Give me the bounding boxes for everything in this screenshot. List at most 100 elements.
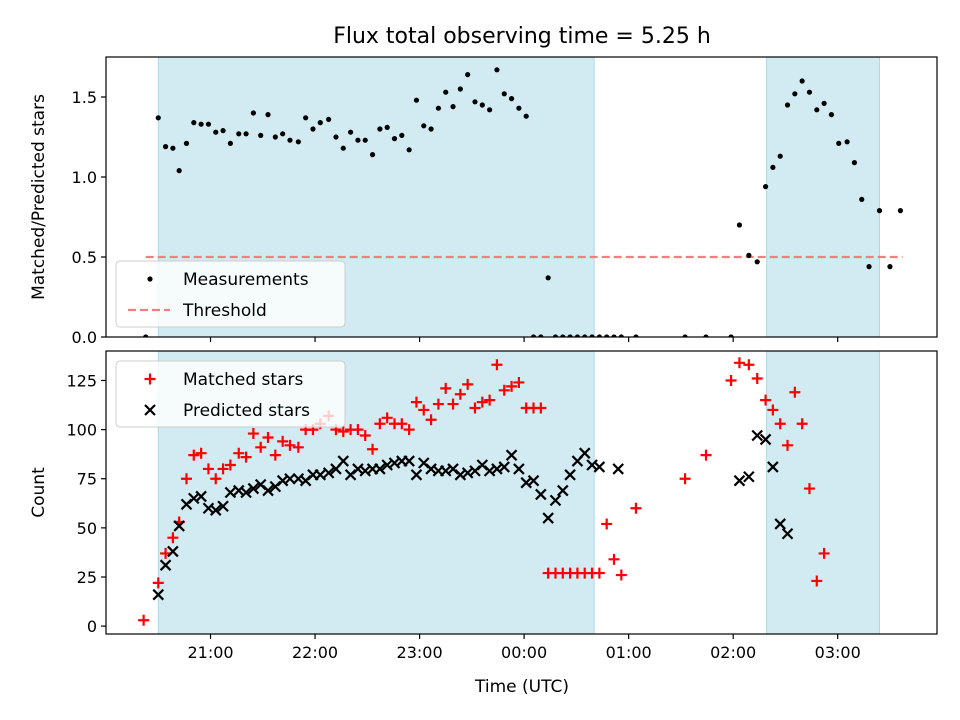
predicted-point bbox=[195, 490, 207, 503]
measurement-point bbox=[258, 132, 264, 138]
measurement-point bbox=[377, 126, 383, 132]
predicted-point bbox=[733, 474, 746, 487]
matched-point bbox=[601, 518, 613, 530]
predicted-point bbox=[767, 461, 779, 473]
measurement-point bbox=[596, 334, 602, 337]
measurement-point bbox=[545, 275, 551, 281]
measurement-point bbox=[589, 334, 595, 337]
measurement-point bbox=[814, 107, 820, 113]
measurement-point bbox=[479, 102, 485, 108]
measurement-point bbox=[770, 164, 776, 170]
matched-point bbox=[240, 451, 252, 463]
measurement-point bbox=[523, 113, 529, 119]
matched-point bbox=[593, 567, 605, 579]
series-measurements bbox=[143, 67, 904, 337]
matched-point bbox=[138, 614, 150, 626]
y-tick-label: 75 bbox=[77, 470, 97, 489]
measurement-point bbox=[369, 152, 376, 158]
predicted-point bbox=[593, 461, 606, 473]
measurement-point bbox=[384, 124, 390, 130]
matched-point bbox=[337, 426, 349, 438]
measurement-point bbox=[887, 264, 893, 270]
matched-point bbox=[195, 447, 207, 459]
matched-point bbox=[269, 449, 281, 461]
matched-point bbox=[733, 357, 745, 369]
measurement-point bbox=[413, 97, 420, 103]
matched-point bbox=[381, 412, 393, 424]
measurement-point bbox=[435, 105, 441, 111]
matched-point bbox=[476, 396, 488, 408]
predicted-point bbox=[209, 504, 222, 516]
predicted-point bbox=[751, 429, 763, 442]
x-tick-label: 21:00 bbox=[187, 643, 233, 662]
matched-point bbox=[751, 373, 763, 385]
predicted-point bbox=[247, 482, 260, 495]
predicted-point bbox=[374, 463, 386, 475]
predicted-point bbox=[781, 527, 794, 540]
matched-point bbox=[432, 398, 444, 410]
measurement-point bbox=[399, 132, 405, 138]
matched-point bbox=[292, 441, 304, 453]
measurement-point bbox=[317, 120, 323, 126]
series-predicted-stars bbox=[152, 429, 794, 601]
matched-point bbox=[425, 414, 437, 426]
matched-point bbox=[535, 402, 547, 414]
measurement-point bbox=[391, 136, 398, 142]
y-tick-label: 1.0 bbox=[72, 168, 97, 187]
measurement-point bbox=[567, 334, 573, 337]
matched-point bbox=[767, 404, 779, 416]
measurement-point bbox=[428, 126, 434, 132]
measurement-point bbox=[213, 129, 219, 135]
predicted-point bbox=[403, 455, 415, 467]
matched-point bbox=[469, 402, 481, 414]
matched-point bbox=[403, 424, 415, 436]
measurement-point bbox=[560, 334, 566, 337]
matched-point bbox=[152, 577, 164, 589]
measurement-point bbox=[183, 140, 190, 146]
measurement-point bbox=[618, 334, 624, 337]
y-tick-label: 0 bbox=[87, 617, 97, 636]
matched-point bbox=[210, 473, 222, 485]
measurement-point bbox=[736, 222, 743, 228]
matched-point bbox=[374, 418, 386, 430]
predicted-point bbox=[564, 469, 576, 481]
matched-point bbox=[462, 378, 474, 390]
matched-point bbox=[803, 483, 815, 495]
measurement-point bbox=[777, 153, 783, 159]
predicted-point bbox=[759, 433, 772, 446]
legend-marker-swatch bbox=[147, 276, 153, 282]
measurement-point bbox=[220, 128, 226, 134]
legend: Measurements Threshold bbox=[115, 260, 346, 328]
matched-point bbox=[180, 473, 192, 485]
matched-point bbox=[277, 435, 289, 447]
measurement-point bbox=[450, 104, 456, 110]
matched-point bbox=[233, 447, 245, 459]
measurement-point bbox=[866, 264, 872, 270]
matched-point bbox=[367, 443, 379, 455]
legend-label: Measurements bbox=[183, 270, 309, 290]
axes-frame bbox=[105, 56, 938, 338]
matched-point bbox=[679, 473, 691, 485]
measurement-point bbox=[516, 105, 522, 111]
axes-frame bbox=[105, 350, 938, 635]
x-tick-label: 02:00 bbox=[710, 643, 756, 662]
predicted-point bbox=[167, 545, 179, 558]
predicted-point bbox=[217, 500, 229, 513]
measurement-point bbox=[836, 140, 842, 146]
legend-label: Predicted stars bbox=[183, 401, 310, 421]
predicted-point bbox=[314, 469, 327, 481]
matched-point bbox=[498, 384, 510, 396]
measurement-point bbox=[465, 72, 471, 78]
measurement-point bbox=[340, 145, 346, 151]
legend-marker-swatch bbox=[144, 373, 156, 385]
matched-point bbox=[789, 386, 801, 398]
measurement-point bbox=[198, 121, 204, 127]
measurement-point bbox=[806, 89, 813, 95]
measurement-point bbox=[243, 131, 249, 137]
measurement-point bbox=[828, 112, 835, 118]
predicted-point bbox=[549, 494, 562, 507]
matched-point bbox=[352, 424, 364, 436]
matched-point bbox=[774, 418, 786, 430]
predicted-point bbox=[513, 463, 525, 475]
measurement-point bbox=[355, 137, 361, 143]
